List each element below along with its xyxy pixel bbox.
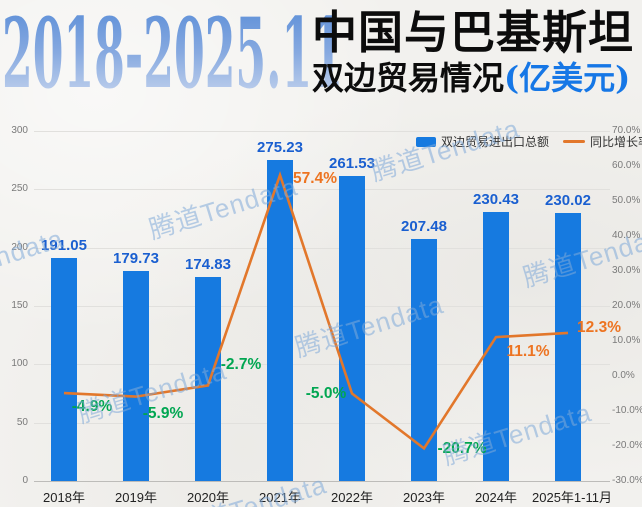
y-axis-right-tick: 0.0% [612,370,635,381]
bar-value-label: 230.43 [473,191,519,208]
growth-label-2019: -5.9% [142,405,184,422]
bar-value-label: 230.02 [545,192,591,209]
legend-line-swatch-icon [563,140,586,143]
title-block: 中国与巴基斯坦 双边贸易情况(亿美元) [312,8,642,96]
x-label-2018: 2018年 [43,490,85,505]
trade-bar-2019: 179.73 [113,250,159,481]
bar-value-label: 179.73 [113,250,159,267]
growth-label-2024: 11.1% [506,343,550,360]
gridline [34,306,610,307]
growth-label-2018: -4.9% [71,398,113,415]
legend-bar-label: 双边贸易进出口总额 [441,135,550,149]
subtitle-text: 双边贸易情况 [312,58,505,97]
growth-label-2020: -2.7% [220,356,262,373]
title-year-range: 2018-2025.11 [2,0,343,110]
x-axis-line [34,481,610,482]
y-axis-right-tick: 30.0% [612,265,641,276]
gridline [34,131,610,132]
y-axis-left-tick: 100 [11,358,28,369]
y-axis-left-tick: 150 [11,300,28,311]
y-axis-left-tick: 250 [11,183,28,194]
x-label-2022: 2022年 [331,490,373,505]
y-axis-left-tick: 300 [11,125,28,136]
y-axis-left-tick: 0 [22,475,28,486]
trade-bar-2018: 191.05 [41,237,87,481]
y-axis-right-tick: 50.0% [612,195,641,206]
y-axis-right-tick: 20.0% [612,300,641,311]
growth-label-2025: 12.3% [577,319,621,336]
gridline [34,364,610,365]
gridline [34,189,610,190]
legend-item-trade-total[interactable]: 双边贸易进出口总额 [416,133,549,150]
y-axis-right-tick: 60.0% [612,160,641,171]
x-label-2023: 2023年 [403,490,445,505]
y-axis-right-tick: 70.0% [612,125,641,136]
bar-value-label: 191.05 [41,237,87,254]
x-label-2019: 2019年 [115,490,157,505]
trade-bar-2022: 261.53 [329,155,375,481]
trade-bar-2021: 275.23 [257,139,303,481]
gridline [34,423,610,424]
y-axis-right-tick: -30.0% [612,475,642,486]
trade-bar-2025: 230.02 [545,192,591,481]
legend-bar-swatch-icon [416,136,436,147]
legend: 双边贸易进出口总额 同比增长率 [416,133,642,150]
y-axis-right-tick: 40.0% [612,230,641,241]
trade-bar-2020: 174.83 [185,256,231,481]
growth-label-2021: 57.4% [293,170,337,187]
trade-bar-2024: 230.43 [473,191,519,481]
bar-value-label: 261.53 [329,155,375,172]
trade-bar-2023: 207.48 [401,218,447,481]
gridline [34,248,610,249]
bar-value-label: 275.23 [257,139,303,156]
legend-item-growth-rate[interactable]: 同比增长率 [563,133,642,150]
y-axis-right-tick: -10.0% [612,405,642,416]
growth-label-2023: -20.7% [437,440,487,457]
bar-value-label: 174.83 [185,256,231,273]
y-axis-right-tick: -20.0% [612,440,642,451]
x-label-2025: 2025年1-11月 [532,490,612,505]
x-label-2021: 2021年 [259,490,301,505]
y-axis-right-tick: 10.0% [612,335,641,346]
x-label-2024: 2024年 [475,490,517,505]
page-subtitle: 双边贸易情况(亿美元) [312,58,642,97]
y-axis-left-tick: 200 [11,242,28,253]
legend-line-label: 同比增长率 [590,135,642,149]
page-title: 中国与巴基斯坦 [312,6,635,59]
bar-value-label: 207.48 [401,218,447,235]
unit-label: (亿美元) [504,58,631,97]
x-label-2020: 2020年 [187,490,229,505]
y-axis-left-tick: 50 [16,417,28,428]
growth-label-2022: -5.0% [305,385,347,402]
